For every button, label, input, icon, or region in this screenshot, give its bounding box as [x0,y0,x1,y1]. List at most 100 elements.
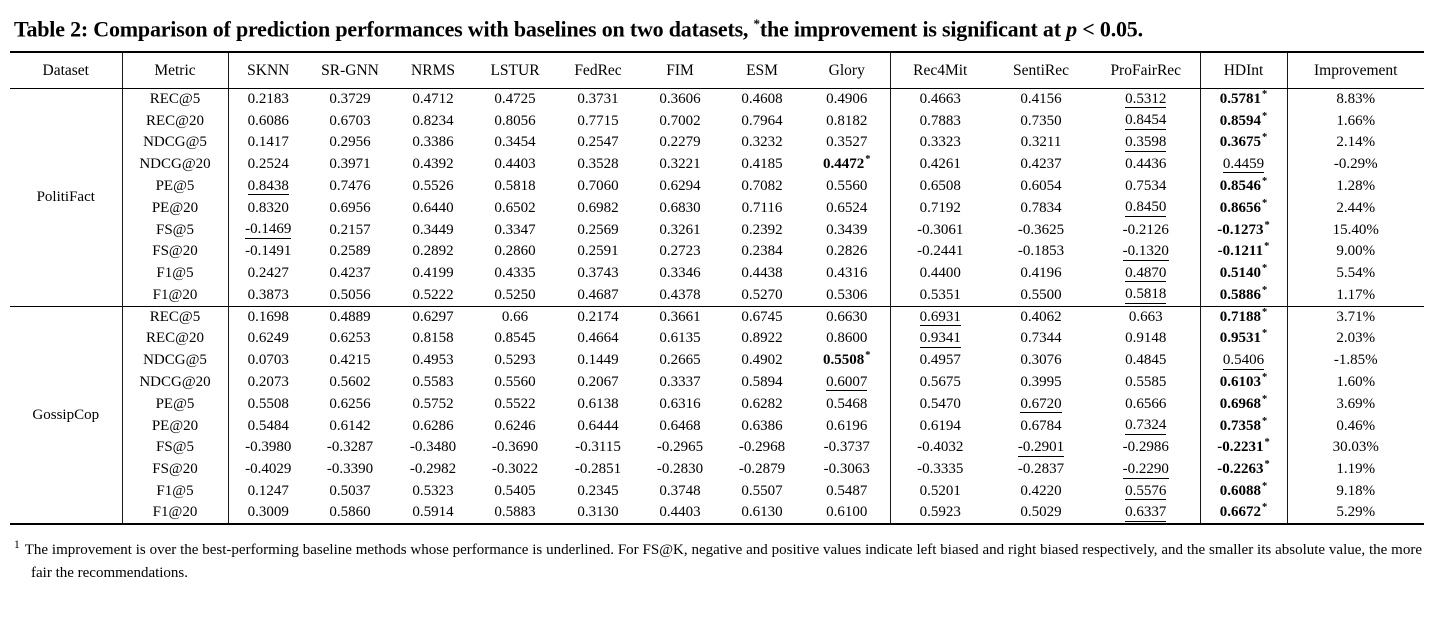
value-cell: 0.3675* [1199,131,1287,154]
significance-star: * [1262,328,1268,340]
value-text: -0.3480 [409,439,457,456]
value-text: 0.6386 [741,417,783,434]
table-row: PE@5 0.5508 0.6256 0.5752 0.5522 0.6138 0.6316… [10,393,1424,416]
value-text: 0.4953 [412,352,454,369]
value-text: 0.6297 [412,308,454,325]
value-cell: 0.4608 [720,88,804,110]
value-text: 0.2067 [577,374,619,391]
value-cell: 0.4062 [990,305,1092,329]
column-header-dataset: Dataset [10,52,122,89]
value-cell: -0.3625 [990,219,1092,241]
value-cell: 0.3386 [392,132,474,154]
value-cell: 0.7964 [720,110,804,132]
value-text: -0.1211 [1217,243,1264,260]
table-row: F1@5 0.2427 0.4237 0.4199 0.4335 0.3743 0.3346… [10,262,1424,285]
value-text: 0.3347 [494,221,536,238]
value-text: 0.2569 [577,221,619,238]
value-text: 0.7344 [1020,330,1062,347]
value-cell: 9.00% [1286,240,1424,263]
value-text: 0.5675 [919,374,961,391]
value-text: 0.6253 [329,330,371,347]
value-text: 0.2547 [577,134,619,151]
value-cell: 0.5201 [889,480,990,503]
value-text: 0.5923 [919,504,961,521]
value-text: 0.5201 [919,483,961,500]
value-cell: -0.2851 [556,459,640,481]
value-cell: 0.2427 [227,262,308,285]
value-cell: 0.3337 [640,372,720,394]
value-text: 0.6256 [329,395,371,412]
table-row: FS@20 -0.1491 0.2589 0.2892 0.2860 0.2591 0.27… [10,240,1424,263]
value-cell: 0.4316 [804,263,890,285]
value-text: 0.8450 [1125,199,1167,218]
value-text: 0.6196 [826,417,868,434]
value-text: -0.2231 [1217,439,1264,456]
value-cell: 0.5894 [720,372,804,394]
value-cell: -0.1853 [990,241,1092,263]
table-row: F1@20 0.3873 0.5056 0.5222 0.5250 0.4687 0.437… [10,284,1424,307]
value-cell: 0.7834 [990,197,1092,219]
value-text: 8.83% [1336,90,1376,107]
value-cell: 2.44% [1286,197,1424,220]
value-text: 0.4889 [329,308,371,325]
value-cell: 0.2826 [804,241,890,263]
value-text: -0.4029 [245,461,292,478]
value-text: 0.4237 [329,265,371,282]
value-text: -0.29% [1333,156,1378,173]
value-cell: 0.5508 [227,393,308,416]
value-cell: 0.5560 [804,176,890,198]
value-cell: 0.2547 [556,132,640,154]
value-cell: 0.6086 [227,110,308,132]
value-text: 0.6246 [494,417,536,434]
value-text: 0.8594 [1219,112,1261,129]
value-cell: 0.9341 [889,328,990,350]
value-cell: 0.2183 [227,88,308,111]
value-text: 0.8656 [1219,199,1261,216]
value-cell: 0.6784 [990,415,1092,437]
significance-star: * [1264,437,1270,449]
value-cell: -0.2982 [392,459,474,481]
value-cell: -0.3390 [308,459,392,481]
value-text: 0.3323 [919,134,961,151]
value-text: 0.6086 [247,112,289,129]
value-text: 9.00% [1336,243,1376,260]
value-cell: 0.4845 [1092,350,1200,372]
value-text: 0.6524 [826,199,868,216]
value-cell: 0.6246 [474,415,556,437]
value-cell: 30.03% [1286,437,1424,459]
value-text: 0.8158 [412,330,454,347]
footnote-marker: 1 [14,539,20,552]
table-caption: Table 2: Comparison of prediction perfor… [14,16,1422,42]
value-text: 0.6138 [577,395,619,412]
value-cell: 0.2569 [556,219,640,241]
significance-star: * [1262,175,1268,187]
value-cell: 0.8594* [1199,110,1287,132]
value-cell: 0.6968* [1199,393,1287,416]
value-cell: 0.4953 [392,350,474,372]
value-text: 0.5508 [823,352,865,369]
value-text: 0.8545 [494,330,536,347]
value-cell: 0.5675 [889,371,990,394]
value-text: 0.8182 [826,112,868,129]
value-text: -0.1273 [1217,221,1264,238]
value-text: 0.5860 [329,504,371,521]
value-cell: 0.5576 [1092,481,1200,503]
significance-star: * [1264,459,1270,471]
value-text: 0.9341 [919,330,961,348]
value-text: -0.4032 [917,439,964,456]
value-cell: 0.4438 [720,263,804,285]
value-text: 0.8056 [494,112,536,129]
value-cell: 0.7116 [720,197,804,219]
value-text: -0.3115 [575,439,621,456]
value-text: 0.2956 [329,134,371,151]
value-text: -0.2879 [738,461,786,478]
value-text: 0.2860 [494,243,536,260]
value-cell: -0.2965 [640,437,720,459]
value-cell: 0.3130 [556,502,640,524]
value-cell: 0.5484 [227,415,308,438]
value-cell: 0.7082 [720,176,804,198]
value-text: 0.7324 [1125,417,1167,436]
value-cell: 0.2892 [392,241,474,263]
value-text: 0.6007 [826,373,868,392]
value-text: 0.4237 [1020,156,1062,173]
